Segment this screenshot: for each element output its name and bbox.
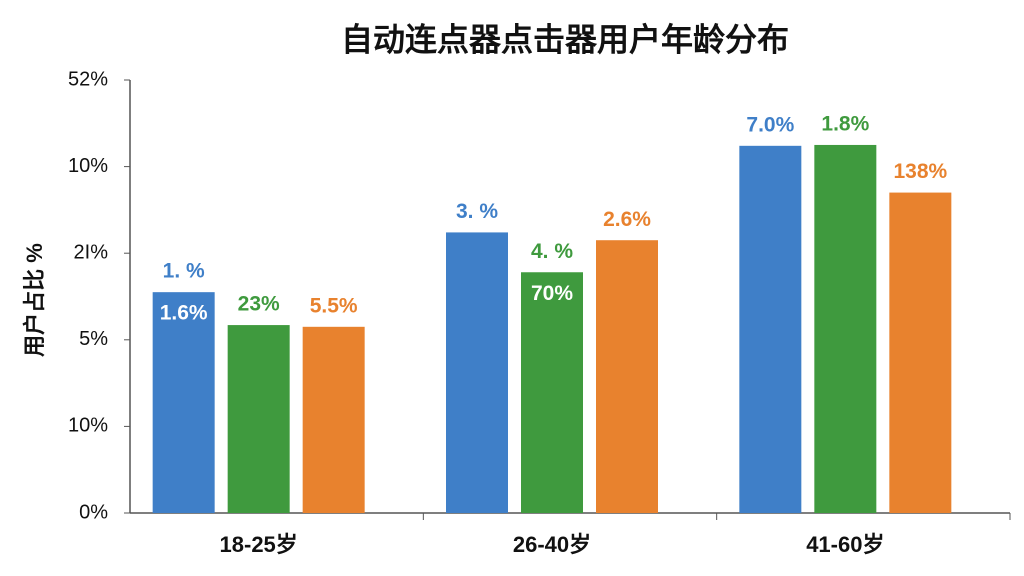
y-axis-label: 用户占比 %: [22, 243, 47, 357]
bar-label: 5.5%: [310, 294, 358, 317]
bar: [521, 272, 583, 513]
x-tick-label: 41-60岁: [806, 532, 884, 557]
y-tick-label: 52%: [68, 68, 108, 90]
chart-title: 自动连点器点击器用户年龄分布: [341, 21, 789, 57]
bar: [302, 326, 365, 513]
bar-label: 4. %: [531, 240, 573, 263]
bar-label: 1.6%: [160, 302, 208, 325]
bar-label: 1.8%: [821, 112, 869, 135]
bar: [814, 144, 877, 513]
bar-label: 23%: [238, 293, 280, 316]
y-tick-label: 5%: [79, 328, 108, 350]
x-tick-label: 26-40岁: [513, 532, 591, 557]
bar-label: 138%: [893, 160, 947, 183]
bar: [227, 325, 290, 513]
y-tick-label: 0%: [79, 501, 108, 523]
y-tick-label: 10%: [68, 415, 108, 437]
bar-label: 3. %: [456, 200, 498, 223]
bar-label: 70%: [531, 282, 573, 305]
bar: [739, 145, 802, 514]
bar-label: 2.6%: [603, 208, 651, 231]
bar: [889, 192, 952, 513]
bar-label: 7.0%: [746, 113, 794, 136]
bar: [152, 292, 215, 513]
bar: [596, 240, 658, 513]
y-tick-label: 10%: [68, 155, 108, 177]
bar-label: 1. %: [163, 260, 205, 283]
x-tick-label: 18-25岁: [220, 532, 298, 557]
y-tick-label: 2I%: [74, 241, 109, 263]
bar: [446, 232, 508, 513]
